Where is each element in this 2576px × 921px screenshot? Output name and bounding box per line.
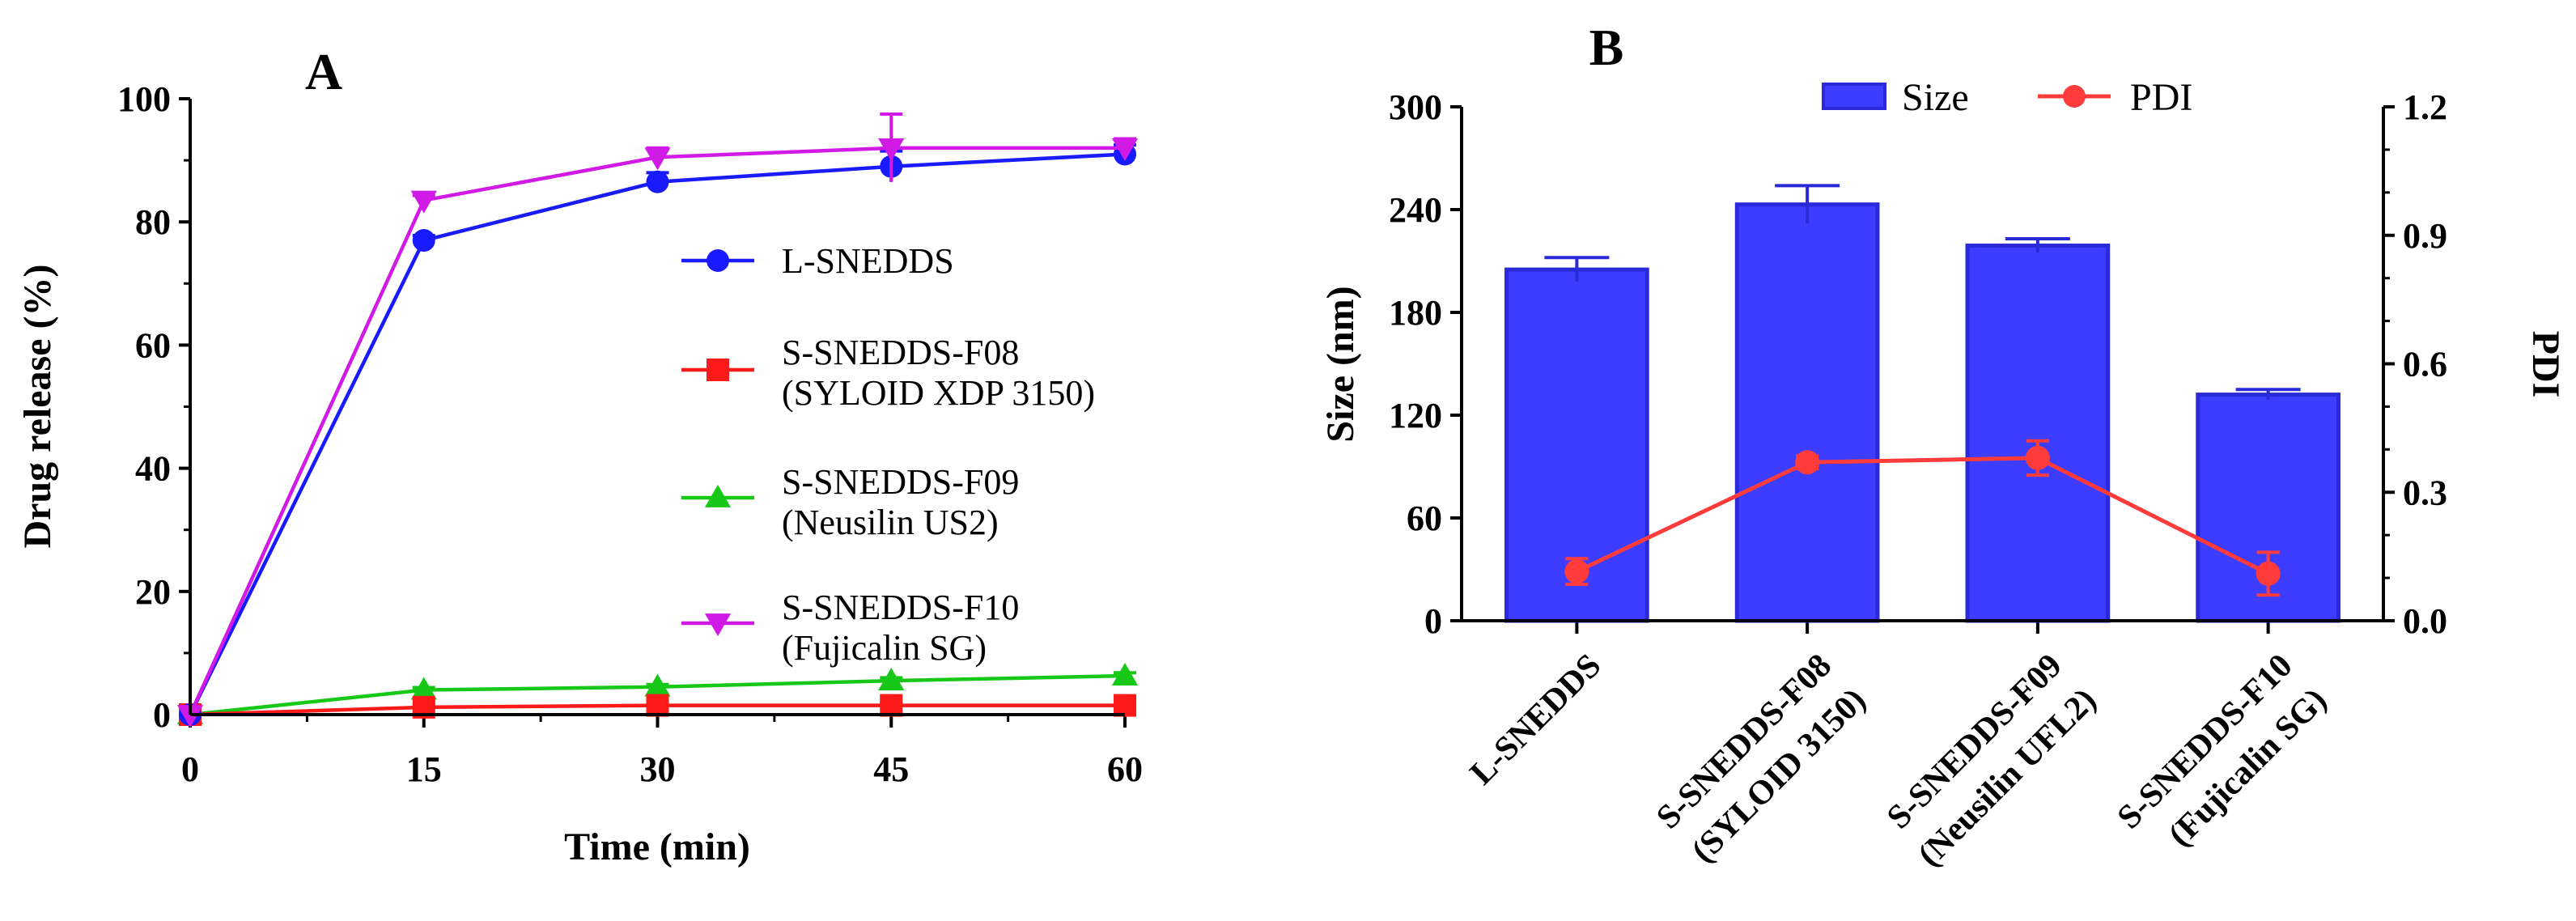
data-point xyxy=(646,170,669,193)
data-point xyxy=(1114,694,1136,717)
panel-a-ticks: 0 20 40 60 80 100 0 15 30 45 60 xyxy=(117,79,1143,789)
y-tick-label: 240 xyxy=(1389,190,1442,230)
category-label: S-SNEDDS-F08(SYLOID 3150) xyxy=(1649,647,1873,870)
pdi-point xyxy=(2256,561,2281,586)
y-tick-label: 40 xyxy=(135,449,171,489)
legend-label: L-SNEDDS xyxy=(782,241,954,281)
legend-marker xyxy=(707,249,729,272)
pdi-point xyxy=(2025,445,2050,470)
x-tick-label: 15 xyxy=(406,749,442,789)
legend-label: S-SNEDDS-F08 xyxy=(782,333,1019,372)
y-tick-label: 120 xyxy=(1389,396,1442,435)
y-tick-label: 0 xyxy=(153,695,171,735)
panel-b-y2-axis-title: PDI xyxy=(2524,331,2567,398)
panel-a-letter: A xyxy=(305,43,342,100)
legend-marker xyxy=(707,359,729,381)
legend-marker xyxy=(704,613,732,637)
x-tick-label: 30 xyxy=(640,749,676,789)
legend-label: (Fujicalin SG) xyxy=(782,628,987,668)
data-point xyxy=(1111,138,1139,161)
data-point xyxy=(410,677,437,700)
y2-tick-label: 0.0 xyxy=(2403,601,2447,641)
legend-pdi-marker xyxy=(2063,85,2086,108)
y-tick-label: 20 xyxy=(135,572,171,612)
panel-a-line-chart: A 0 20 40 60 80 100 0 15 30 45 60 Drug release (%)… xyxy=(16,43,1143,868)
y2-tick-label: 1.2 xyxy=(2403,87,2447,127)
panel-b-category-labels: L-SNEDDS S-SNEDDS-F08(SYLOID 3150) S-SNEDD… xyxy=(1463,647,2334,873)
legend-size-swatch xyxy=(1822,83,1886,110)
pdi-line xyxy=(1576,456,2269,576)
pdi-point xyxy=(1564,559,1589,584)
panel-b-legend: Size PDI xyxy=(1822,76,2192,119)
y-tick-label: 100 xyxy=(117,79,171,119)
y-tick-label: 60 xyxy=(1407,499,1442,538)
pdi-point xyxy=(1795,450,1820,475)
x-tick-label: 45 xyxy=(873,749,909,789)
legend-pdi-label: PDI xyxy=(2130,76,2192,119)
legend-item-pdi: PDI xyxy=(2038,76,2192,119)
panel-b-bar-chart: B 0 60 120 180 240 300 0.0 0.3 0.6 0.9 1.2 Size (n… xyxy=(1319,19,2567,874)
data-point xyxy=(410,190,437,214)
data-point xyxy=(1111,662,1139,685)
data-point xyxy=(644,147,671,171)
data-point xyxy=(176,705,204,728)
panel-b-y-axis-title: Size (nm) xyxy=(1319,286,1362,442)
series-l-snedds xyxy=(179,142,1136,726)
panel-b-bars xyxy=(1504,184,2340,623)
legend-label: S-SNEDDS-F10 xyxy=(782,588,1019,627)
size-bar xyxy=(1965,243,2111,623)
legend-label: (SYLOID XDP 3150) xyxy=(782,373,1095,413)
data-point xyxy=(878,668,905,691)
legend-label: (Neusilin US2) xyxy=(782,503,999,542)
size-bar xyxy=(1734,202,1880,623)
y-tick-label: 300 xyxy=(1389,87,1442,127)
legend-item-size: Size xyxy=(1822,76,1969,119)
category-label-line: L-SNEDDS xyxy=(1463,647,1608,792)
panel-a-series xyxy=(176,112,1139,728)
legend-size-label: Size xyxy=(1902,76,1969,119)
data-point xyxy=(412,229,435,253)
category-label: S-SNEDDS-F09(Neusilin UFL2) xyxy=(1877,647,2103,873)
data-point xyxy=(646,694,669,717)
y2-tick-label: 0.9 xyxy=(2403,216,2447,256)
panel-b-letter: B xyxy=(1589,19,1624,76)
legend-item: L-SNEDDS xyxy=(681,241,954,281)
panel-a-y-axis-title: Drug release (%) xyxy=(16,265,59,549)
panel-b-pdi-series xyxy=(1564,439,2281,597)
legend-item: S-SNEDDS-F08(SYLOID XDP 3150) xyxy=(681,333,1095,413)
y-tick-label: 80 xyxy=(135,202,171,242)
data-point xyxy=(878,138,905,161)
panel-a-x-axis-title: Time (min) xyxy=(564,826,750,868)
x-tick-label: 60 xyxy=(1107,749,1143,789)
x-tick-label: 0 xyxy=(181,749,199,789)
category-label: S-SNEDDS-F10(Fujicalin SG) xyxy=(2111,647,2334,870)
data-point xyxy=(644,673,671,697)
data-point xyxy=(880,694,903,717)
y2-tick-label: 0.6 xyxy=(2403,345,2447,384)
legend-item: S-SNEDDS-F10(Fujicalin SG) xyxy=(681,588,1019,668)
category-label: L-SNEDDS xyxy=(1463,647,1608,792)
y-tick-label: 60 xyxy=(135,325,171,365)
legend-marker xyxy=(704,484,732,507)
y-tick-label: 180 xyxy=(1389,293,1442,333)
legend-item: S-SNEDDS-F09(Neusilin US2) xyxy=(681,462,1019,542)
y2-tick-label: 0.3 xyxy=(2403,473,2447,512)
y-tick-label: 0 xyxy=(1424,601,1442,641)
legend-label: S-SNEDDS-F09 xyxy=(782,462,1019,502)
series-s-snedds-f10-fujicalin-sg- xyxy=(176,112,1139,728)
